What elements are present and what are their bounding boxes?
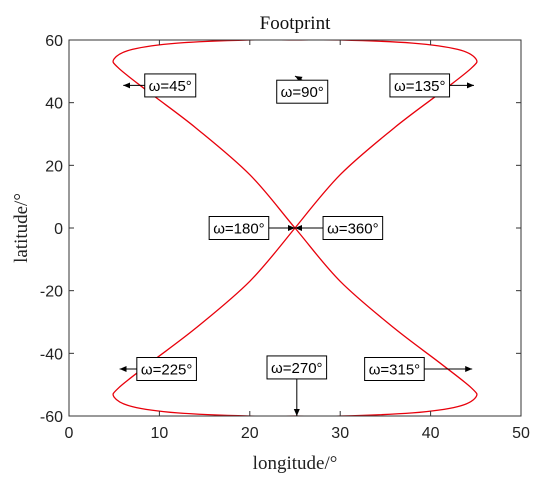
annotation-arrow xyxy=(294,75,303,83)
annotation-box xyxy=(276,79,329,104)
chart-title: Footprint xyxy=(260,13,331,34)
annotation: ω=315° xyxy=(364,357,473,381)
annotation-box xyxy=(389,73,451,98)
y-tick-label: -40 xyxy=(40,346,63,363)
annotation-label: ω=45° xyxy=(149,78,192,95)
annotation: ω=90° xyxy=(276,75,329,104)
annotation-label: ω=225° xyxy=(141,362,193,379)
annotation: ω=180° xyxy=(208,216,295,240)
annotation-box xyxy=(208,216,270,240)
annotation-box xyxy=(144,73,197,98)
annotation-label: ω=270° xyxy=(271,360,323,377)
annotation-box xyxy=(266,355,328,380)
annotation-label: ω=180° xyxy=(213,221,265,238)
annotation: ω=135° xyxy=(389,73,474,98)
annotation: ω=45° xyxy=(123,73,197,98)
x-axis-label: longitude/° xyxy=(253,453,338,474)
y-tick-label: 0 xyxy=(54,221,63,238)
x-tick-label: 50 xyxy=(512,425,530,442)
x-tick-label: 20 xyxy=(241,425,259,442)
annotation: ω=270° xyxy=(266,355,328,416)
x-tick-label: 30 xyxy=(331,425,349,442)
annotation-label: ω=90° xyxy=(281,84,324,101)
annotation-label: ω=135° xyxy=(394,78,446,95)
annotation: ω=360° xyxy=(295,216,384,240)
y-tick-label: -60 xyxy=(40,409,63,426)
y-tick-label: 60 xyxy=(45,33,63,50)
annotation-label: ω=360° xyxy=(327,221,379,238)
axis-ticks: 0 10 20 30 40 50 -60 -40 -20 0 20 40 60 xyxy=(40,33,530,442)
y-tick-label: 20 xyxy=(45,158,63,175)
x-tick-label: 0 xyxy=(65,425,74,442)
annotation-box xyxy=(322,216,384,240)
annotation-box xyxy=(364,357,425,381)
y-tick-label: 40 xyxy=(45,96,63,113)
y-axis-label: latitude/° xyxy=(11,193,32,263)
annotation-box xyxy=(136,357,197,381)
x-tick-label: 40 xyxy=(422,425,440,442)
annotation: ω=225° xyxy=(119,357,197,381)
x-tick-label: 10 xyxy=(151,425,169,442)
y-tick-label: -20 xyxy=(40,284,63,301)
annotation-label: ω=315° xyxy=(369,362,421,379)
annotations-layer: ω=45° ω=90° ω=135° ω=180° ω=360° ω=225° ω=270°… xyxy=(119,73,474,416)
